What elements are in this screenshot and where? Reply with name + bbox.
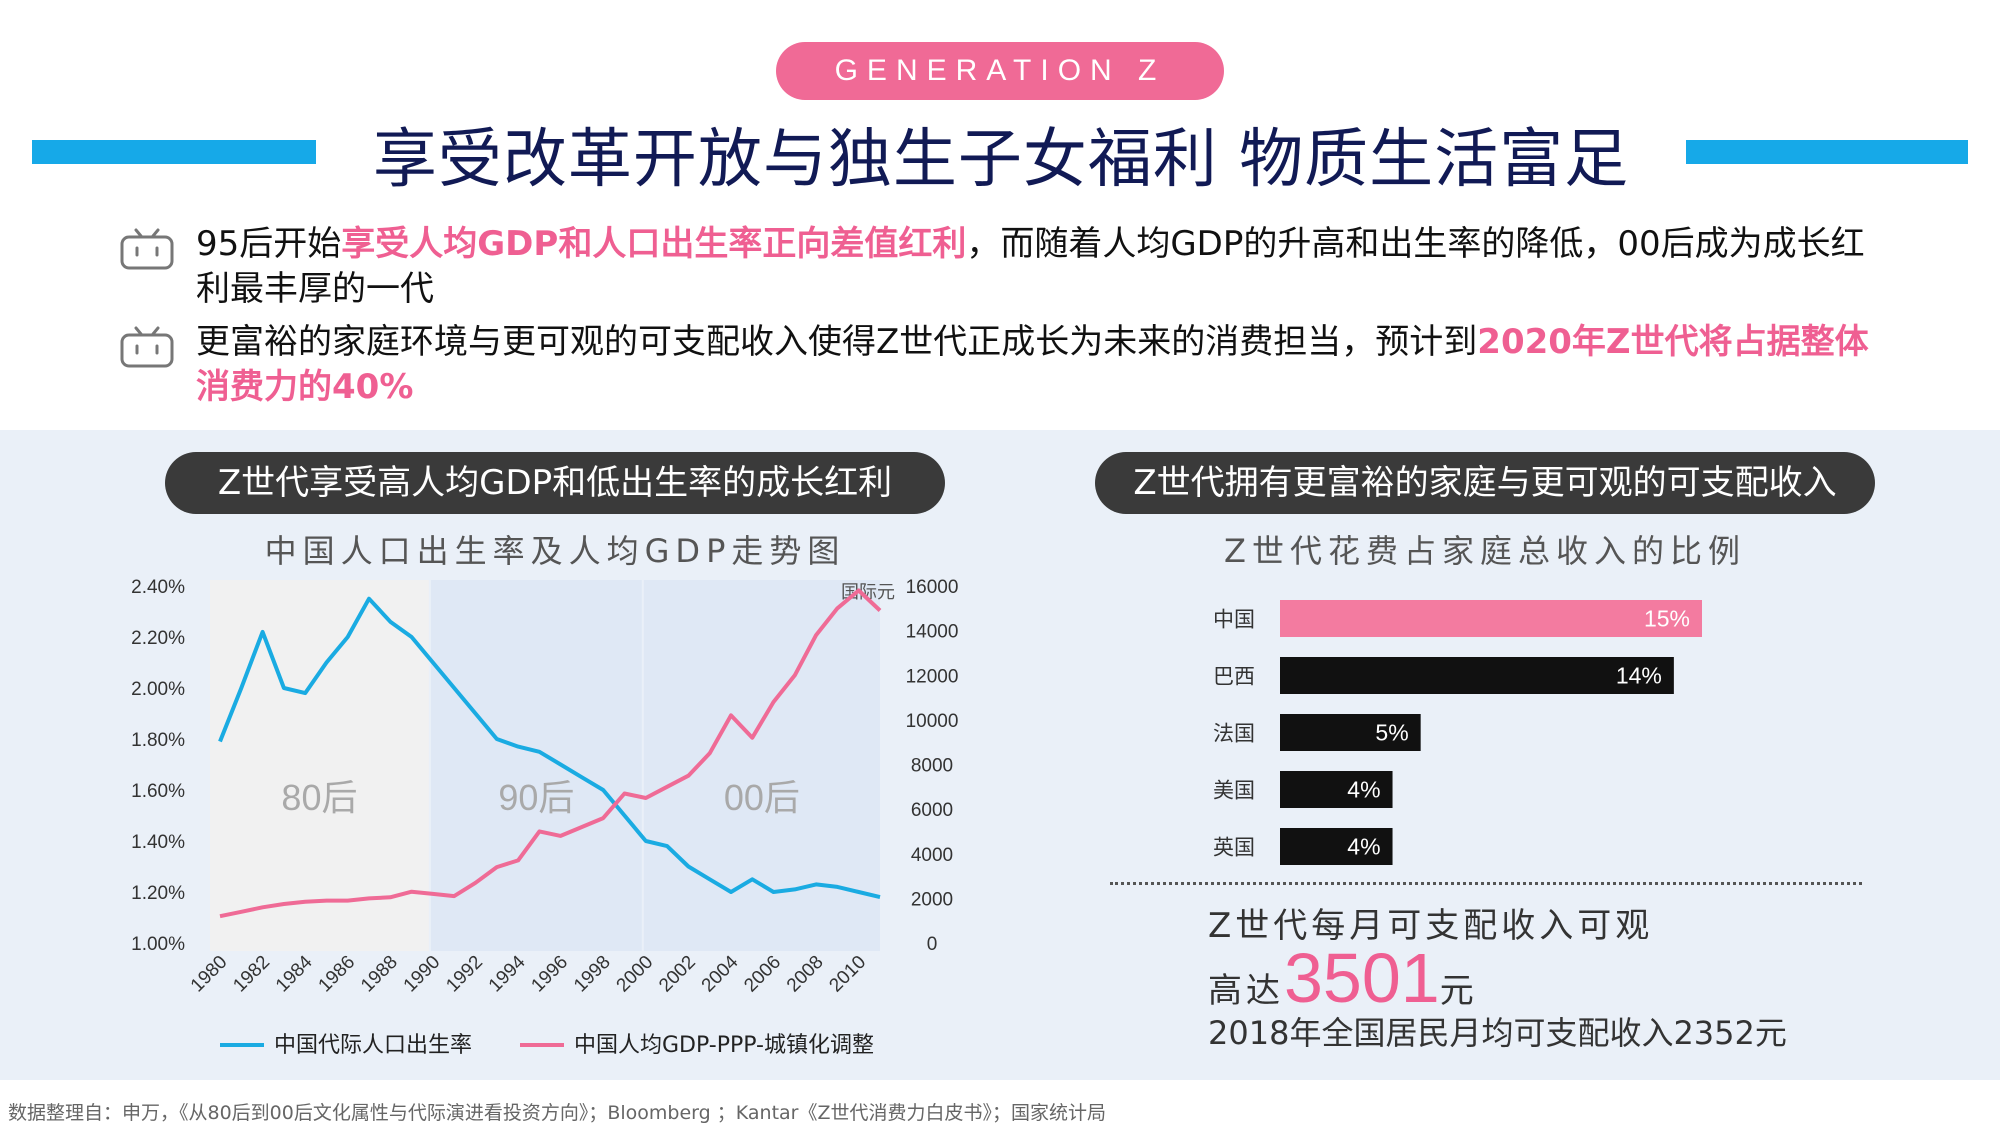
y-right-tick-label: 4000 — [911, 845, 953, 866]
national-income-note: 2018年全国居民月均可支配收入2352元 — [1208, 1014, 1787, 1052]
bar — [1280, 600, 1702, 637]
title-accent-bar-left — [32, 140, 316, 164]
highlight-text: 享受人均GDP和人口出生率正向差值红利 — [341, 224, 967, 264]
bar — [1280, 771, 1393, 808]
tv-icon — [120, 326, 174, 368]
x-tick-label: 1998 — [570, 952, 615, 997]
bullet-text-run: ，而随着人均GDP的升高和出生率的降低，00后成为成长红利最丰厚的一代 — [196, 224, 1865, 309]
bullet-2-text: 更富裕的家庭环境与更可观的可支配收入使得Z世代正成长为未来的消费担当，预计到20… — [196, 320, 1880, 410]
bar-category-label: 巴西 — [1213, 665, 1255, 689]
legend-label: 中国人均GDP-PPP-城镇化调整 — [574, 1033, 874, 1058]
right-panel-pill: Z世代拥有更富裕的家庭与更可观的可支配收入 — [1095, 452, 1875, 514]
x-tick-label: 1980 — [187, 952, 232, 997]
y-left-tick-label: 2.00% — [131, 679, 185, 700]
bar-value-label: 14% — [1616, 663, 1662, 689]
income-value-line: 高达3501元 — [1208, 938, 1474, 1018]
bar-category-label: 英国 — [1213, 836, 1255, 860]
x-tick-label: 1984 — [272, 951, 317, 996]
bar-category-label: 法国 — [1213, 722, 1255, 746]
x-tick-label: 2002 — [655, 952, 700, 997]
era-band — [210, 580, 429, 951]
bar-value-label: 15% — [1644, 606, 1690, 632]
title-accent-bar-right — [1686, 140, 1968, 164]
y-right-tick-label: 6000 — [911, 800, 953, 821]
birth-rate-line — [218, 596, 881, 900]
income-heading: Z世代每月可支配收入可观 — [1208, 906, 1654, 946]
legend-label: 中国代际人口出生率 — [274, 1033, 472, 1058]
bar-value-label: 5% — [1375, 720, 1408, 746]
era-band — [643, 580, 880, 951]
divider — [1110, 882, 1862, 885]
bullet-2: 更富裕的家庭环境与更可观的可支配收入使得Z世代正成长为未来的消费担当，预计到20… — [120, 320, 1880, 420]
left-chart-subtitle: 中国人口出生率及人均GDP走势图 — [264, 532, 846, 570]
y-left-tick-label: 1.40% — [131, 832, 185, 853]
bullet-text-run: 更富裕的家庭环境与更可观的可支配收入使得Z世代正成长为未来的消费担当，预计到 — [196, 322, 1478, 362]
x-tick-label: 1986 — [315, 952, 360, 997]
bar — [1280, 714, 1421, 751]
bullet-text-run: 95后开始 — [196, 224, 342, 264]
y-left-tick-label: 1.20% — [131, 883, 185, 904]
left-panel-pill: Z世代享受高人均GDP和低出生率的成长红利 — [165, 452, 945, 514]
tv-icon — [120, 228, 174, 270]
y-left-tick-label: 1.60% — [131, 781, 185, 802]
x-tick-label: 1988 — [357, 952, 402, 997]
bar-value-label: 4% — [1347, 834, 1380, 860]
bar-category-label: 美国 — [1213, 779, 1255, 803]
highlight-text: 2020年Z世代将占据整体消费力的40% — [196, 322, 1869, 407]
x-tick-label: 2004 — [698, 951, 743, 996]
birthrate-gdp-line-chart: 80后 90后 00后 2.40% 2.20% 2.00% 1.80% 1.60% 1.40%… — [131, 577, 959, 1058]
y-right-tick-label: 12000 — [906, 666, 959, 687]
y-right-tick-label: 16000 — [906, 577, 959, 598]
bar-value-label: 4% — [1347, 777, 1380, 803]
era-band — [430, 580, 642, 951]
generation-z-tag: GENERATION Z — [776, 42, 1224, 100]
y-right-tick-label: 0 — [927, 934, 938, 955]
x-tick-label: 2008 — [783, 952, 828, 997]
y-left-tick-label: 1.80% — [131, 730, 185, 751]
bar-category-label: 中国 — [1213, 608, 1255, 632]
data-source: 数据整理自：申万，《从80后到00后文化属性与代际演进看投资方向》；Bloomb… — [8, 1102, 1106, 1124]
bullet-1: 95后开始享受人均GDP和人口出生率正向差值红利，而随着人均GDP的升高和出生率… — [120, 222, 1880, 322]
income-prefix: 高达 — [1208, 971, 1284, 1011]
x-tick-label: 1992 — [442, 952, 487, 997]
income-value: 3501 — [1284, 939, 1440, 1017]
y-left-tick-label: 2.20% — [131, 628, 185, 649]
y-left-tick-label: 2.40% — [131, 577, 185, 598]
y-right-tick-label: 14000 — [906, 622, 959, 643]
era-label: 00后 — [724, 777, 800, 818]
bullet-1-text: 95后开始享受人均GDP和人口出生率正向差值红利，而随着人均GDP的升高和出生率… — [196, 222, 1880, 312]
bar — [1280, 828, 1393, 865]
y-right-unit-label: 国际元 — [841, 582, 895, 603]
x-tick-label: 1994 — [485, 951, 530, 996]
y-left-tick-label: 1.00% — [131, 934, 185, 955]
y-right-tick-label: 8000 — [911, 756, 953, 777]
x-tick-label: 2006 — [740, 952, 785, 997]
y-right-tick-label: 2000 — [911, 889, 953, 910]
gdp-line — [219, 588, 882, 919]
x-tick-label: 2010 — [825, 952, 870, 997]
x-tick-label: 1990 — [400, 952, 445, 997]
spending-ratio-bar-chart: 中国 15% 巴西 14% 法国 5% 美国 4% 英国 4% — [1213, 600, 1702, 865]
x-tick-label: 2000 — [613, 952, 658, 997]
bar — [1280, 657, 1674, 694]
era-label: 90后 — [498, 777, 574, 818]
era-label: 80后 — [281, 777, 357, 818]
x-tick-label: 1996 — [527, 952, 572, 997]
page-title: 享受改革开放与独生子女福利 物质生活富足 — [372, 123, 1630, 197]
income-unit: 元 — [1439, 971, 1474, 1011]
right-chart-subtitle: Z世代花费占家庭总收入的比例 — [1224, 532, 1746, 570]
y-right-tick-label: 10000 — [906, 711, 959, 732]
x-tick-label: 1982 — [229, 952, 274, 997]
